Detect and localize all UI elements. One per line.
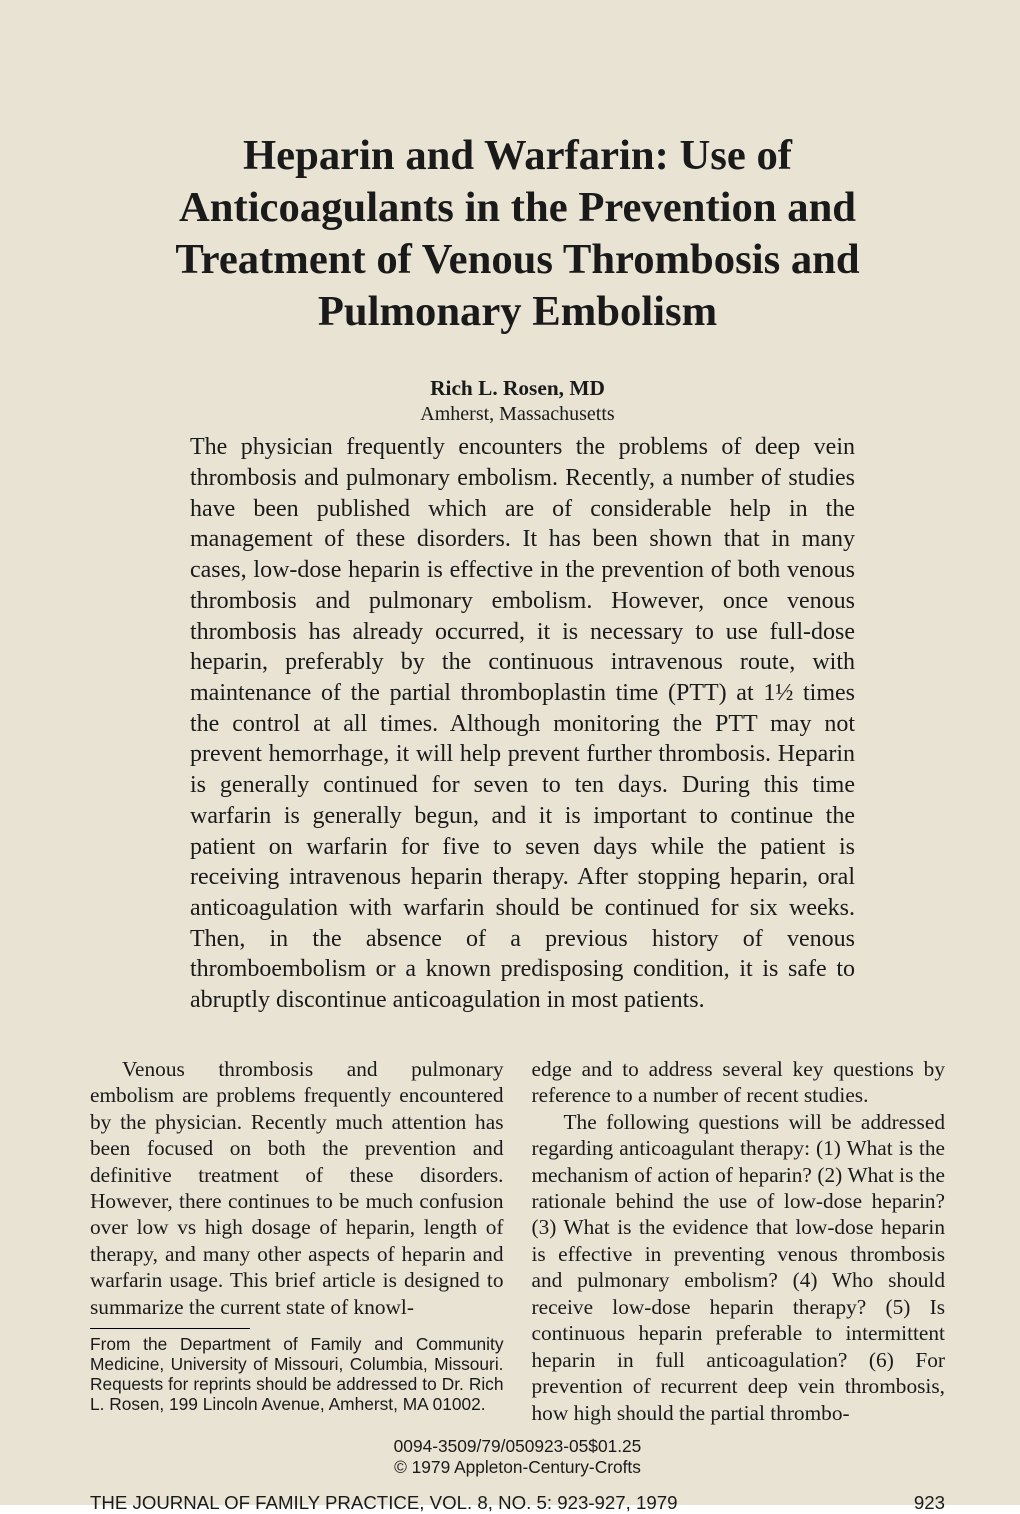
body-paragraph-continuation: edge and to address several key question… [532,1056,946,1109]
footnote-divider [90,1328,250,1329]
publication-info: 0094-3509/79/050923-05$01.25 © 1979 Appl… [90,1436,945,1478]
affiliation-line: Amherst, Massachusetts [90,403,945,426]
page-footer: THE JOURNAL OF FAMILY PRACTICE, VOL. 8, … [90,1492,945,1514]
page-number: 923 [914,1492,945,1514]
body-paragraph: Venous thrombosis and pulmonary embolism… [90,1056,504,1320]
footnote-block: From the Department of Family and Commun… [90,1328,504,1415]
pub-code: 0094-3509/79/050923-05$01.25 [90,1436,945,1457]
body-paragraph: The following questions will be addresse… [532,1109,946,1426]
copyright-line: © 1979 Appleton-Century-Crofts [90,1457,945,1478]
journal-citation: THE JOURNAL OF FAMILY PRACTICE, VOL. 8, … [90,1492,678,1514]
article-title: Heparin and Warfarin: Use of Anticoagula… [90,130,945,338]
author-line: Rich L. Rosen, MD [90,376,945,401]
abstract-paragraph: The physician frequently encounters the … [90,432,945,1016]
author-footnote: From the Department of Family and Commun… [90,1335,504,1415]
journal-page: Heparin and Warfarin: Use of Anticoagula… [0,0,1020,1505]
body-columns: Venous thrombosis and pulmonary embolism… [90,1056,945,1426]
